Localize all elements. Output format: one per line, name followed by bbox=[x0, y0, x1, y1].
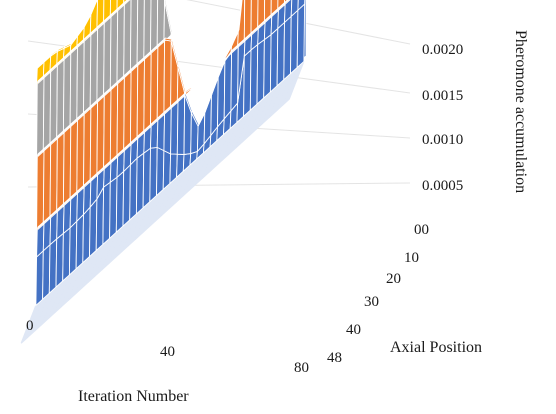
surface-cell bbox=[123, 69, 132, 153]
surface-cell bbox=[284, 0, 290, 4]
surface-cell bbox=[56, 130, 65, 214]
surface-cell bbox=[296, 3, 306, 69]
surface-cell bbox=[36, 148, 45, 232]
surface-cell bbox=[42, 142, 52, 226]
surface-cell bbox=[290, 9, 299, 75]
surface-cell bbox=[163, 39, 172, 116]
y-tick-5: 48 bbox=[327, 350, 342, 366]
surface-cell bbox=[76, 112, 85, 196]
surface-cell bbox=[89, 99, 99, 183]
surface-cell bbox=[36, 75, 45, 159]
z-tick-3: 0.0020 bbox=[422, 42, 463, 58]
y-tick-4: 40 bbox=[346, 322, 361, 338]
surface-cell bbox=[249, 43, 259, 112]
y-tick-3: 30 bbox=[364, 294, 379, 310]
surface-cell bbox=[96, 20, 105, 104]
x-tick-1: 40 bbox=[160, 344, 175, 360]
surface-cell bbox=[170, 99, 179, 155]
surface-cell bbox=[116, 75, 125, 159]
surface-cell bbox=[90, 0, 98, 15]
surface-cell bbox=[102, 181, 111, 246]
surface-cell bbox=[89, 26, 99, 110]
y-tick-2: 20 bbox=[386, 271, 401, 287]
surface-cell bbox=[123, 0, 129, 4]
surface-cell bbox=[109, 81, 119, 165]
surface-cell bbox=[76, 39, 85, 123]
surface-cell bbox=[116, 2, 125, 86]
surface-cell bbox=[129, 0, 139, 74]
surface-cell bbox=[83, 105, 92, 189]
surface-cell bbox=[164, 0, 173, 36]
surface-cell bbox=[62, 124, 72, 208]
surface-cell bbox=[103, 14, 112, 98]
z-axis-title: Pheromone accumulation bbox=[512, 30, 529, 193]
surface-cell bbox=[136, 57, 145, 141]
back-gridline-3 bbox=[186, 0, 411, 45]
surface-cell bbox=[263, 33, 272, 100]
surface-cell bbox=[143, 51, 152, 135]
x-axis-title: Iteration Number bbox=[78, 388, 189, 405]
surface-cell bbox=[56, 57, 65, 141]
y-tick-0: 00 bbox=[414, 222, 429, 238]
z-tick-1: 0.0010 bbox=[422, 132, 463, 148]
surface-cell bbox=[83, 32, 92, 116]
surface-cell bbox=[62, 51, 72, 135]
y-tick-1: 10 bbox=[404, 250, 419, 266]
surface-cell bbox=[96, 93, 105, 177]
surface-cell bbox=[69, 118, 78, 202]
surface-cell bbox=[150, 44, 159, 128]
surface-cell bbox=[176, 93, 186, 155]
surface-cell bbox=[237, 0, 243, 32]
y-axis-title: Axial Position bbox=[390, 339, 482, 356]
surface-cell bbox=[129, 63, 139, 147]
surface-cell bbox=[109, 8, 119, 92]
surface-cell bbox=[183, 85, 194, 95]
z-tick-0: 0.0005 bbox=[422, 178, 463, 194]
surface-plot bbox=[20, 0, 307, 344]
axes-labels: 0.0005 0.0010 0.0015 0.0020 00 10 20 30 … bbox=[26, 30, 529, 405]
surface-cell bbox=[256, 38, 265, 106]
surface-cell bbox=[103, 87, 112, 171]
surface-cell bbox=[269, 27, 279, 93]
surface-cell bbox=[69, 45, 78, 129]
surface-cell bbox=[49, 136, 58, 220]
surface-cell bbox=[42, 69, 52, 153]
surface-cell bbox=[123, 0, 132, 80]
z-tick-2: 0.0015 bbox=[422, 88, 463, 104]
surface-cell bbox=[49, 63, 58, 147]
x-tick-2: 80 bbox=[294, 360, 309, 376]
surface-cell bbox=[156, 38, 166, 122]
surface-cell bbox=[243, 48, 252, 118]
surface-cell bbox=[283, 15, 292, 81]
surface-cell bbox=[297, 0, 306, 12]
x-tick-0: 0 bbox=[26, 318, 34, 334]
surface-cell bbox=[276, 21, 285, 87]
